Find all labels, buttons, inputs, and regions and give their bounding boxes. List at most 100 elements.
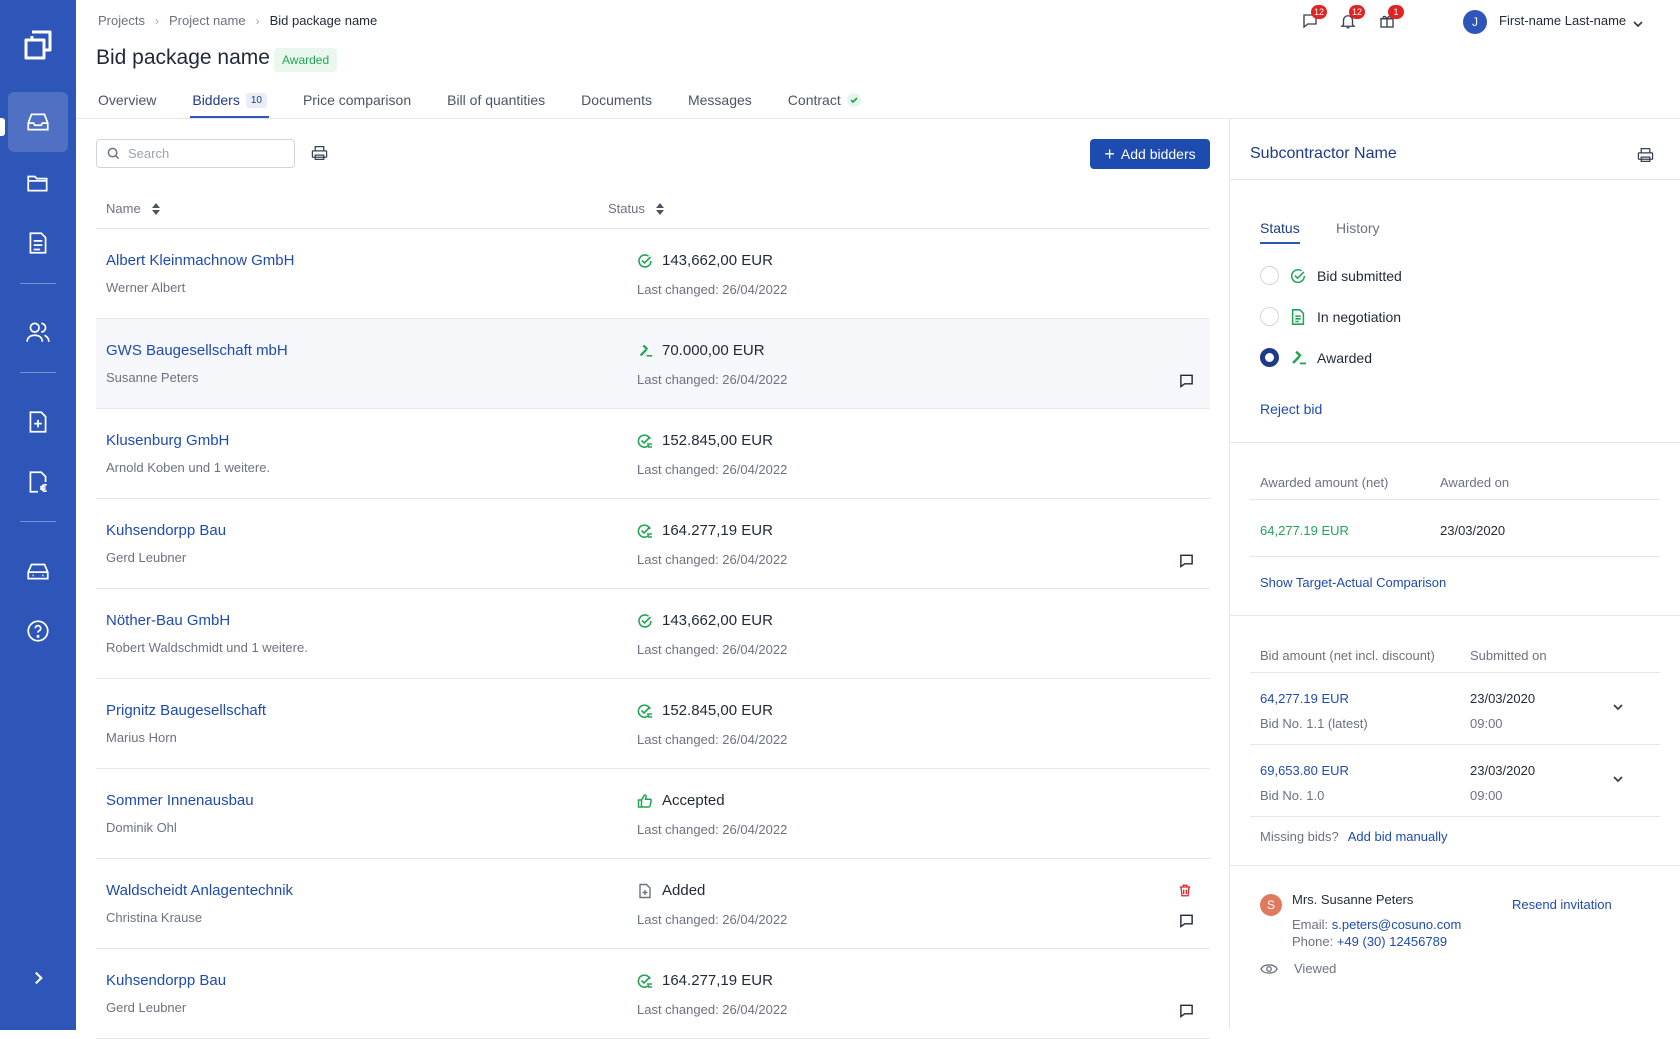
sidebar-item-archive[interactable] [8, 541, 68, 601]
bidder-name[interactable]: Prignitz Baugesellschaft [106, 702, 267, 719]
bidder-status: 70.000,00 EUR [662, 342, 765, 359]
breadcrumb: Projects › Project name › Bid package na… [98, 13, 377, 28]
awarded-on-value: 23/03/2020 [1440, 523, 1506, 538]
message-icon[interactable] [1179, 1003, 1194, 1023]
last-changed: Last changed: 26/04/2022 [637, 552, 788, 567]
viewed-label: Viewed [1294, 961, 1337, 976]
sidebar-item-projects[interactable] [8, 153, 68, 213]
sidebar-item-new-bid[interactable] [8, 392, 68, 452]
column-label: Status [608, 201, 645, 216]
sidebar-expand-button[interactable] [8, 948, 68, 1008]
panel-divider [1230, 442, 1680, 443]
trash-icon[interactable] [1178, 883, 1192, 903]
add-bidders-button[interactable]: + Add bidders [1090, 139, 1210, 169]
resend-invitation-link[interactable]: Resend invitation [1512, 897, 1612, 912]
bid-row[interactable]: 64,277.19 EUR Bid No. 1.1 (latest) 23/03… [1230, 672, 1680, 744]
status-option-label: Bid submitted [1317, 267, 1402, 284]
column-header-name[interactable]: Name [106, 201, 161, 216]
bid-amount[interactable]: 69,653.80 EUR [1260, 763, 1349, 778]
gifts-count-badge: 1 [1388, 5, 1404, 19]
messages-button[interactable]: 12 [1301, 5, 1328, 34]
print-button[interactable] [311, 145, 328, 166]
table-divider [1250, 816, 1660, 817]
panel-tab-status[interactable]: Status [1260, 220, 1300, 244]
bidder-row[interactable]: Sommer Innenausbau Dominik Ohl Accepted Las… [96, 769, 1210, 859]
tab-overview[interactable]: Overview [96, 88, 158, 118]
bidder-row[interactable]: Klusenburg GmbH Arnold Koben und 1 weiter… [96, 409, 1210, 499]
tab-documents[interactable]: Documents [579, 88, 654, 118]
chevron-down-icon[interactable] [1612, 702, 1624, 712]
radio-button[interactable] [1260, 266, 1279, 285]
bidder-name[interactable]: GWS Baugesellschaft mbH [106, 342, 288, 359]
bidder-name[interactable]: Klusenburg GmbH [106, 432, 230, 449]
users-icon [26, 322, 50, 342]
bidder-row[interactable]: Nöther-Bau GmbH Robert Waldschmidt und 1 … [96, 589, 1210, 679]
reject-bid-link[interactable]: Reject bid [1260, 401, 1323, 417]
sidebar-item-inbox[interactable] [8, 92, 68, 152]
bidder-contact: Werner Albert [106, 280, 186, 295]
bid-row[interactable]: 69,653.80 EUR Bid No. 1.0 23/03/2020 09:… [1230, 744, 1680, 816]
bidder-name[interactable]: Kuhsendorpp Bau [106, 522, 227, 539]
app-logo-icon[interactable] [20, 28, 56, 64]
tab-bill-of-quantities[interactable]: Bill of quantities [445, 88, 547, 118]
notifications-button[interactable]: 12 [1339, 5, 1366, 34]
bidder-status: Accepted [662, 792, 725, 809]
radio-button[interactable] [1260, 307, 1279, 326]
sidebar-item-invoices[interactable] [8, 452, 68, 512]
bidder-row[interactable]: Albert Kleinmachnow GmbH Werner Albert 143… [96, 229, 1210, 319]
bidder-row[interactable]: Kuhsendorpp Bau Gerd Leubner 164.277,19 EU… [96, 949, 1210, 1039]
status-option-in-negotiation[interactable]: In negotiation [1260, 307, 1401, 326]
message-icon[interactable] [1179, 373, 1194, 393]
bidder-name[interactable]: Nöther-Bau GmbH [106, 612, 231, 629]
message-icon[interactable] [1179, 913, 1194, 933]
bidder-row[interactable]: Prignitz Baugesellschaft Marius Horn 152.8… [96, 679, 1210, 769]
bidder-status: Added [662, 882, 706, 899]
tab-label: Overview [98, 92, 157, 108]
plus-icon: + [1104, 144, 1115, 164]
contact-phone-link[interactable]: +49 (30) 12456789 [1336, 934, 1448, 949]
bidder-name[interactable]: Sommer Innenausbau [106, 792, 254, 809]
tab-bidders[interactable]: Bidders 10 [190, 88, 269, 118]
sidebar-item-documents[interactable] [8, 213, 68, 273]
chevron-down-icon[interactable] [1612, 774, 1624, 784]
status-option-bid-submitted[interactable]: Bid submitted [1260, 266, 1402, 285]
add-bid-manually-link[interactable]: Add bid manually [1347, 829, 1448, 844]
panel-tab-history[interactable]: History [1336, 220, 1380, 236]
gift-icon [1380, 15, 1394, 28]
panel-title: Subcontractor Name [1250, 145, 1397, 162]
bidder-name[interactable]: Albert Kleinmachnow GmbH [106, 252, 295, 269]
breadcrumb-project-name[interactable]: Project name [168, 13, 246, 28]
bidder-row[interactable]: Waldscheidt Anlagentechnik Christina Krau… [96, 859, 1210, 949]
tab-contract[interactable]: Contract [786, 88, 863, 118]
column-header-status[interactable]: Status [608, 201, 665, 216]
message-icon[interactable] [1179, 553, 1194, 573]
gifts-button[interactable]: 1 [1378, 5, 1404, 34]
radio-button-selected[interactable] [1260, 348, 1279, 367]
bidder-row[interactable]: GWS Baugesellschaft mbH Susanne Peters 70.… [96, 319, 1210, 409]
submitted-on-header: Submitted on [1470, 648, 1547, 663]
sidebar-item-contacts[interactable] [8, 302, 68, 362]
panel-divider [1230, 615, 1680, 616]
chevron-down-icon[interactable] [1632, 16, 1644, 34]
awarded-amount-value: 64,277.19 EUR [1260, 523, 1349, 538]
status-option-awarded[interactable]: Awarded [1260, 348, 1372, 367]
contact-email-link[interactable]: s.peters@cosuno.com [1331, 917, 1462, 932]
bidder-name[interactable]: Kuhsendorpp Bau [106, 972, 227, 989]
search-box[interactable] [96, 139, 295, 168]
breadcrumb-projects[interactable]: Projects [98, 13, 145, 28]
bidder-contact: Gerd Leubner [106, 550, 187, 565]
user-name[interactable]: First-name Last-name [1499, 13, 1627, 28]
eye-icon [1260, 963, 1278, 974]
panel-print-button[interactable] [1637, 147, 1654, 168]
show-comparison-link[interactable]: Show Target-Actual Comparison [1260, 575, 1447, 590]
search-input[interactable] [128, 146, 278, 161]
contact-phone-row: Phone: +49 (30) 12456789 [1292, 934, 1447, 949]
tab-price-comparison[interactable]: Price comparison [301, 88, 413, 118]
bidder-row[interactable]: Kuhsendorpp Bau Gerd Leubner 164.277,19 EU… [96, 499, 1210, 589]
avatar[interactable]: J [1463, 10, 1487, 34]
bidder-name[interactable]: Waldscheidt Anlagentechnik [106, 882, 294, 899]
tab-messages[interactable]: Messages [686, 88, 754, 118]
sidebar-item-help[interactable] [8, 601, 68, 661]
bid-amount[interactable]: 64,277.19 EUR [1260, 691, 1349, 706]
chevron-right-icon: › [154, 13, 159, 28]
